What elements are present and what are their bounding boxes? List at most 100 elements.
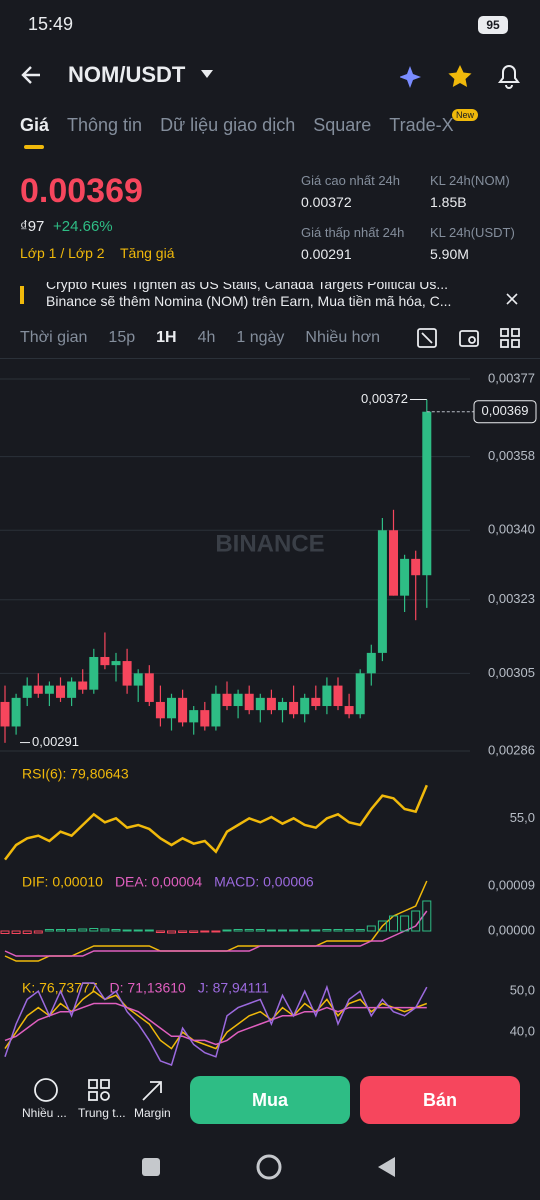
new-badge: New [452, 109, 479, 121]
y-tick-label: 0,00377 [488, 370, 535, 385]
candle-body [344, 706, 354, 715]
candle-body [189, 710, 199, 723]
y-tick-label: 0,00323 [488, 591, 535, 606]
indicator-line [4, 1002, 427, 1046]
sell-button[interactable]: Bán [360, 1076, 520, 1124]
macd-bar [322, 929, 332, 932]
y-tick-label: 0,00305 [488, 665, 535, 680]
interval[interactable]: 15p [108, 329, 136, 346]
macd-bar [278, 929, 287, 932]
candle-body [255, 697, 265, 711]
macd-bar [333, 929, 343, 932]
candle-body [33, 685, 43, 694]
layer-tag[interactable]: Lớp 1 / Lớp 2 [20, 245, 105, 261]
bottom-item[interactable]: Trung t... [78, 1106, 126, 1120]
candle-body [211, 693, 221, 727]
chart-tools[interactable] [416, 326, 526, 350]
caret [201, 70, 213, 78]
macd-bar [11, 930, 21, 934]
last-price-label: 0,00369 [482, 403, 529, 418]
macd-bar [44, 929, 54, 932]
fiat: ₫97 [20, 218, 45, 235]
nav-bar [142, 1154, 395, 1180]
interval[interactable]: Nhiều hơn [305, 329, 380, 346]
candle-body [222, 693, 232, 707]
macd-bar [200, 930, 210, 933]
candle-body [322, 685, 332, 707]
y-tick-label: 0,00286 [488, 742, 535, 757]
news-line: Binance sẽ thêm Nomina (NOM) trên Earn, … [46, 293, 452, 309]
legend-entry: K: 76,73777 [22, 980, 98, 996]
macd-bar [33, 930, 43, 934]
candle-body [266, 697, 276, 711]
y-tick-label: 0,00358 [488, 448, 535, 463]
macd-bar [377, 920, 387, 932]
macd-bar [178, 930, 188, 933]
macd-bar [133, 929, 143, 932]
interval[interactable]: Thời gian [20, 329, 88, 346]
header-icons[interactable] [400, 62, 530, 90]
macd-bar [244, 929, 254, 932]
y-tick-label: 40,0 [510, 1024, 535, 1039]
legend-entry: DIF: 0,00010 [22, 874, 103, 890]
bottom-icons [34, 1078, 162, 1102]
tab[interactable]: Square [313, 115, 372, 135]
candle-body [89, 656, 99, 690]
candle-body [155, 701, 165, 719]
tab[interactable]: Trade-X [389, 115, 454, 135]
candle-body [22, 685, 32, 698]
candle-body [144, 673, 154, 702]
tab[interactable]: Dữ liệu giao dịch [160, 115, 296, 135]
macd-bar [255, 929, 265, 932]
stat-value: 0.00291 [301, 246, 352, 262]
indicator-line [4, 784, 428, 861]
interval[interactable]: 4h [197, 329, 216, 346]
macd-bar [411, 910, 421, 932]
macd-bar [67, 929, 77, 932]
stat-value: 1.85B [430, 194, 467, 210]
pair[interactable]: NOM/USDT [68, 62, 186, 87]
legend-entry: D: 71,13610 [110, 980, 186, 996]
candle-body [400, 558, 410, 596]
candle-body [78, 681, 88, 690]
candle-body [333, 685, 343, 707]
macd-bar [22, 930, 32, 934]
buy-button[interactable]: Mua [190, 1076, 350, 1124]
stat-label: Giá cao nhất 24h [301, 173, 401, 188]
candle-body [411, 558, 421, 576]
candle-body [0, 701, 10, 727]
divider [0, 358, 540, 359]
y-tick-label: 50,0 [510, 983, 535, 998]
candle-body [111, 661, 121, 666]
candle-body [389, 530, 398, 596]
candle-body [422, 411, 432, 576]
news-line: Crypto Rules Tighten as US Stalls, Canad… [46, 282, 449, 292]
tabs: Giá Thông tin Dữ liệu giao dịch Square Trade… [20, 115, 454, 136]
y-tick-label: 0,00340 [488, 522, 535, 537]
macd-bar [0, 930, 10, 934]
stat-value: 0.00372 [301, 194, 352, 210]
bottom-item[interactable]: Margin [134, 1106, 171, 1120]
tab-underline [24, 145, 44, 149]
indicator-line [4, 910, 428, 957]
tab[interactable]: Thông tin [67, 115, 143, 135]
macd-bar [211, 930, 221, 933]
macd-bar [311, 929, 321, 932]
macd-bar [167, 930, 176, 934]
trend-tag[interactable]: Tăng giá [120, 245, 175, 261]
back[interactable] [18, 60, 48, 90]
bottom-item[interactable]: Nhiều ... [22, 1106, 67, 1120]
macd-bar [78, 928, 88, 932]
legend-entry: DEA: 0,00004 [115, 874, 202, 890]
close[interactable] [504, 291, 520, 307]
macd-bar [233, 929, 243, 932]
stat-label: KL 24h(USDT) [430, 225, 515, 240]
macd-bar [389, 915, 398, 932]
interval[interactable]: 1H [156, 329, 177, 346]
candle-body [167, 697, 176, 719]
tab[interactable]: Giá [20, 115, 50, 135]
interval[interactable]: 1 ngày [236, 329, 285, 346]
news[interactable]: Crypto Rules Tighten as US Stalls, Canad… [20, 282, 490, 312]
macd-bar [100, 928, 110, 932]
y-tick-label: 0,00009 [488, 877, 535, 892]
